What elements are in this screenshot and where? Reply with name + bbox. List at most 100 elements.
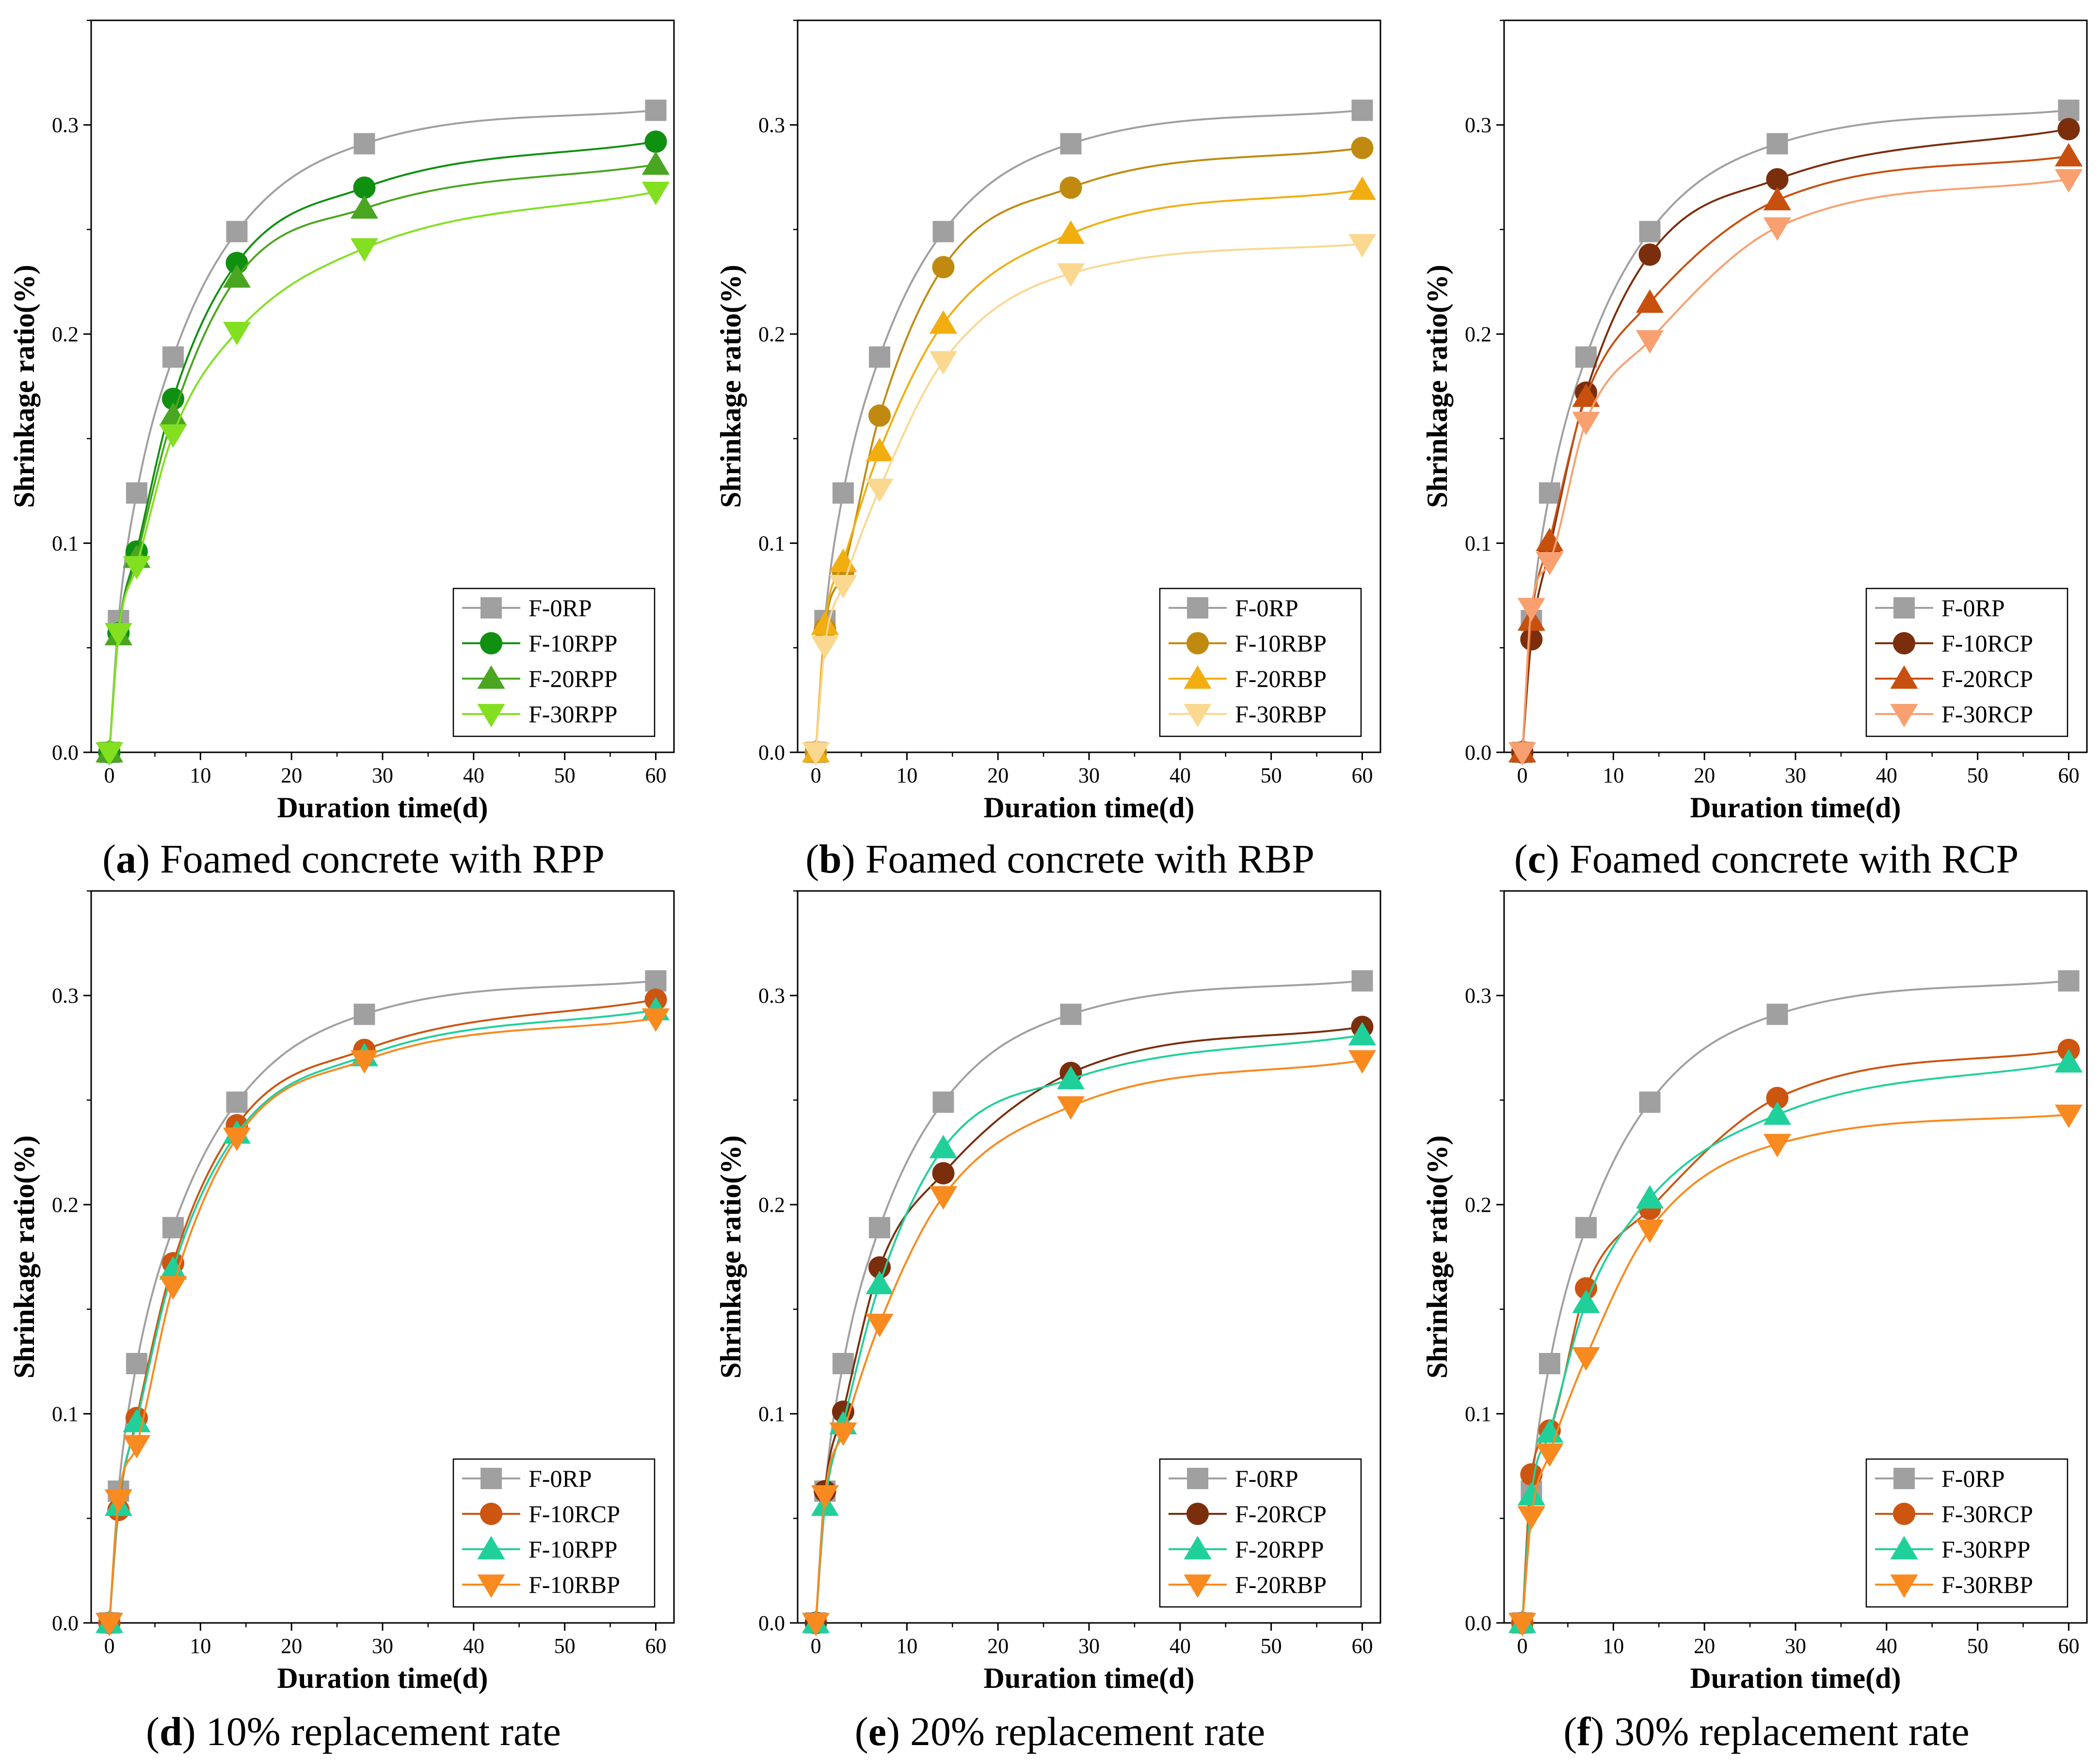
data-point-F-30RPP-3	[123, 556, 151, 580]
x-tick-label: 60	[2058, 1634, 2079, 1658]
legend-label-F-10RCP: F-10RCP	[1941, 630, 2033, 657]
data-point-F-0RP-60	[2058, 970, 2080, 992]
data-point-F-30RBP-1	[1517, 1506, 1545, 1530]
x-axis-title: Duration time(d)	[277, 1662, 488, 1694]
data-point-F-30RBP-3	[829, 574, 857, 599]
y-tick-label: 0.2	[758, 1193, 785, 1217]
data-point-F-0RP-28	[1766, 1003, 1788, 1025]
legend-label-F-10RBP: F-10RBP	[529, 1571, 620, 1598]
x-tick-label: 30	[372, 1634, 393, 1658]
data-point-F-10RPP-14	[225, 252, 248, 274]
x-tick-label: 0	[1517, 763, 1528, 787]
y-tick-label: 0.0	[52, 1611, 79, 1635]
data-point-F-10RCP-14	[1638, 243, 1661, 266]
y-tick-label: 0.3	[52, 113, 79, 137]
legend-label-F-10RBP: F-10RBP	[1235, 630, 1327, 657]
caption-open-paren: (	[805, 837, 819, 882]
caption-open-paren: (	[1563, 1709, 1577, 1754]
y-tick-label: 0.1	[1465, 532, 1491, 556]
panel-caption: (a) Foamed concrete with RPP	[102, 837, 605, 882]
caption-text: 30% replacement rate	[1614, 1709, 1969, 1754]
legend-marker-F-20RCP	[1186, 1503, 1209, 1525]
x-tick-label: 30	[1078, 763, 1100, 787]
x-tick-label: 20	[987, 763, 1009, 787]
caption-text: Foamed concrete with RCP	[1570, 837, 2019, 882]
data-point-F-20RBP-1	[811, 1485, 839, 1509]
data-point-F-10RPP-28	[353, 176, 376, 199]
legend-label-F-0RP: F-0RP	[1941, 594, 2005, 621]
x-axis-title: Duration time(d)	[277, 792, 488, 824]
data-point-F-0RP-14	[1639, 1091, 1661, 1113]
data-point-F-20RCP-3	[1536, 527, 1564, 552]
data-point-F-10RBP-60	[641, 1008, 670, 1032]
data-point-F-0RP-3	[126, 482, 147, 504]
data-point-F-0RP-3	[832, 482, 854, 504]
data-point-F-20RCP-7	[1572, 383, 1600, 407]
data-point-F-0RP-28	[353, 1003, 375, 1025]
data-point-F-10RCP-60	[2057, 118, 2080, 141]
panel-caption: (d) 10% replacement rate	[146, 1709, 561, 1754]
x-tick-label: 60	[645, 763, 666, 787]
x-tick-label: 30	[372, 763, 393, 787]
data-point-F-0RP-14	[226, 221, 248, 242]
legend-marker-F-0RP	[1893, 1468, 1915, 1489]
data-point-F-20RBP-60	[1348, 1050, 1377, 1074]
caption-open-paren: (	[146, 1709, 160, 1754]
data-point-F-30RPP-0	[95, 742, 124, 766]
data-point-F-20RPP-28	[1057, 1065, 1085, 1090]
data-point-F-20RCP-60	[2054, 143, 2083, 167]
legend-label-F-20RBP: F-20RBP	[1235, 1571, 1327, 1598]
data-point-F-0RP-3	[126, 1353, 147, 1375]
legend-marker-F-30RCP	[1890, 704, 1918, 728]
x-tick-label: 10	[896, 763, 917, 787]
data-point-F-0RP-28	[1060, 133, 1082, 155]
legend: F-0RP F-20RCP F-20RPP F-20RBP	[1159, 1458, 1362, 1608]
legend-marker-F-20RPP	[477, 665, 505, 689]
x-tick-label: 0	[1517, 1634, 1528, 1658]
legend-marker-F-10RCP	[1893, 632, 1915, 654]
legend-marker-F-30RPP	[1890, 1536, 1918, 1559]
x-tick-label: 50	[1967, 763, 1988, 787]
data-point-F-10RCP-1	[1520, 628, 1543, 651]
chart-panel-a: 0 10 20 30 40 50 60 0.0 0.1 0.2 0.3 Duration time(d…	[8, 19, 675, 882]
data-point-F-0RP-7	[1575, 1217, 1597, 1239]
data-point-F-0RP-60	[1351, 970, 1373, 992]
y-tick-label: 0.2	[52, 322, 79, 346]
legend-marker-F-30RPP	[477, 704, 505, 728]
x-tick-label: 60	[645, 1634, 666, 1658]
y-tick-label: 0.3	[52, 984, 79, 1008]
y-tick-label: 0.3	[758, 984, 785, 1008]
y-axis-title: Shrinkage ratio(%)	[715, 265, 747, 508]
legend-marker-F-10RPP	[477, 1536, 505, 1559]
x-axis-title: Duration time(d)	[984, 1662, 1195, 1694]
caption-open-paren: (	[1514, 837, 1528, 882]
legend-label-F-0RP: F-0RP	[529, 1465, 592, 1492]
panel-caption: (e) 20% replacement rate	[855, 1709, 1266, 1754]
data-point-F-0RP-60	[1351, 99, 1373, 121]
data-point-F-0RP-14	[932, 1091, 954, 1113]
data-point-F-20RBP-28	[1057, 220, 1085, 244]
data-point-F-30RPP-14	[223, 321, 251, 346]
x-axis-title: Duration time(d)	[1690, 792, 1901, 824]
x-tick-label: 20	[1694, 1634, 1715, 1658]
x-axis-title: Duration time(d)	[984, 792, 1195, 824]
y-tick-label: 0.3	[1465, 113, 1491, 137]
caption-text: Foamed concrete with RBP	[866, 837, 1315, 882]
legend-marker-F-30RBP	[1184, 704, 1212, 728]
data-point-F-30RCP-28	[1766, 1087, 1789, 1110]
data-point-F-30RBP-1	[811, 635, 839, 659]
data-point-F-0RP-14	[226, 1091, 248, 1113]
data-point-F-30RCP-1	[1520, 1463, 1543, 1486]
x-tick-label: 20	[281, 1634, 302, 1658]
data-point-F-30RBP-28	[1057, 263, 1085, 287]
data-point-F-20RBP-28	[1057, 1096, 1085, 1120]
data-point-F-0RP-7	[162, 1217, 184, 1239]
data-point-F-20RBP-3	[829, 1422, 857, 1446]
legend-label-F-30RPP: F-30RPP	[529, 700, 617, 728]
caption-close-paren: )	[1590, 1709, 1614, 1754]
data-point-F-20RBP-7	[866, 1314, 894, 1337]
data-point-F-30RBP-28	[1763, 1134, 1792, 1158]
x-tick-label: 50	[1261, 1634, 1282, 1658]
data-point-F-30RPP-28	[350, 238, 379, 262]
legend-marker-F-0RP	[481, 1468, 502, 1489]
